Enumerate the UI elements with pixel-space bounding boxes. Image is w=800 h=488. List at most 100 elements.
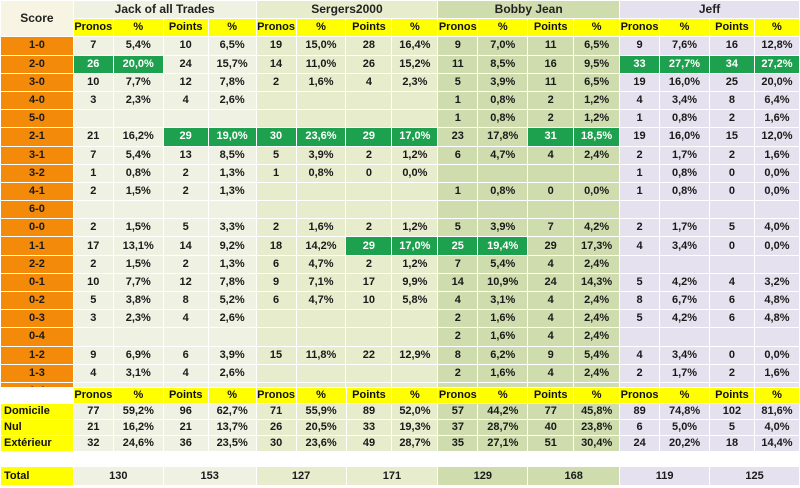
cell-bobby: 6,5% bbox=[573, 36, 621, 56]
summary-cell-sergers: 28,7% bbox=[391, 435, 439, 452]
cell-bobby: 9 bbox=[437, 36, 479, 56]
summary-cell-bobby: 51 bbox=[527, 435, 575, 452]
total-value-bobby: 129 bbox=[437, 466, 529, 486]
cell-sergers bbox=[255, 200, 297, 220]
cell-bobby: 2,4% bbox=[573, 290, 621, 311]
summary-cell-sergers: 89 bbox=[345, 403, 393, 420]
total-value-sergers: 127 bbox=[255, 466, 347, 486]
cell-jack: 2,6% bbox=[207, 90, 257, 111]
summary-subheader-jeff: Pronos bbox=[619, 387, 661, 404]
cell-jack: 10 bbox=[162, 36, 209, 56]
cell-bobby: 2 bbox=[437, 309, 479, 329]
cell-bobby: 8 bbox=[437, 345, 479, 365]
cell-sergers bbox=[255, 309, 297, 329]
subheader-jack-2: Points bbox=[162, 18, 209, 38]
cell-jack: 4 bbox=[162, 90, 209, 111]
score-label: 1-2 bbox=[0, 345, 74, 365]
cell-bobby: 2 bbox=[437, 327, 479, 347]
cell-jeff: 6 bbox=[708, 309, 755, 329]
cell-jack: 29 bbox=[162, 127, 209, 147]
cell-jeff: 5 bbox=[708, 218, 755, 238]
cell-jack: 24 bbox=[162, 54, 209, 74]
cell-jack: 14 bbox=[162, 236, 209, 256]
total-value-jack: 153 bbox=[162, 466, 257, 486]
cell-sergers: 2 bbox=[345, 218, 393, 238]
cell-bobby: 8,5% bbox=[477, 54, 529, 74]
score-label: 5-0 bbox=[0, 109, 74, 129]
subheader-jeff-3: % bbox=[753, 18, 800, 38]
cell-sergers: 5,8% bbox=[391, 290, 439, 311]
cell-bobby: 9,5% bbox=[573, 54, 621, 74]
cell-sergers: 6 bbox=[255, 254, 297, 274]
score-row: 4-0 3 2,3% 4 2,6% 1 0,8% 2 1,2% 4 3,4% 8 6,4% bbox=[0, 90, 800, 111]
cell-jack: 13 bbox=[162, 145, 209, 165]
summary-label: Extérieur bbox=[0, 435, 74, 452]
cell-sergers: 2 bbox=[345, 254, 393, 274]
cell-bobby: 1 bbox=[437, 90, 479, 111]
summary-cell-sergers: 52,0% bbox=[391, 403, 439, 420]
cell-jeff: 6 bbox=[708, 290, 755, 311]
cell-jeff: 3,2% bbox=[753, 272, 800, 293]
cell-bobby: 0 bbox=[527, 181, 575, 202]
cell-jeff: 0 bbox=[708, 236, 755, 256]
cell-sergers: 0,8% bbox=[295, 163, 347, 183]
cell-jack bbox=[162, 109, 209, 129]
cell-bobby: 5,4% bbox=[477, 254, 529, 274]
cell-jack: 10 bbox=[72, 272, 114, 293]
cell-jeff: 8 bbox=[708, 90, 755, 111]
score-label: 2-0 bbox=[0, 54, 74, 74]
score-label: 3-0 bbox=[0, 72, 74, 92]
cell-bobby: 1,2% bbox=[573, 109, 621, 129]
cell-sergers: 29 bbox=[345, 236, 393, 256]
cell-jack: 26 bbox=[72, 54, 114, 74]
cell-jack: 2 bbox=[162, 254, 209, 274]
summary-cell-sergers: 19,3% bbox=[391, 419, 439, 436]
cell-bobby bbox=[437, 163, 479, 183]
cell-sergers bbox=[255, 181, 297, 202]
summary-cell-bobby: 27,1% bbox=[477, 435, 529, 452]
cell-jeff bbox=[753, 254, 800, 274]
cell-sergers: 22 bbox=[345, 345, 393, 365]
cell-jack: 5 bbox=[72, 290, 114, 311]
cell-jack bbox=[112, 327, 164, 347]
summary-label: Domicile bbox=[0, 403, 74, 420]
cell-sergers bbox=[345, 90, 393, 111]
summary-subheader-bobby: Points bbox=[527, 387, 575, 404]
summary-cell-bobby: 44,2% bbox=[477, 403, 529, 420]
cell-jeff: 0 bbox=[708, 181, 755, 202]
cell-jack bbox=[72, 200, 114, 220]
cell-jeff: 4 bbox=[619, 90, 661, 111]
cell-sergers bbox=[345, 109, 393, 129]
cell-sergers bbox=[391, 181, 439, 202]
score-row: 3-1 7 5,4% 13 8,5% 5 3,9% 2 1,2% 6 4,7% 4 2,4% 2 1,7% 2… bbox=[0, 145, 800, 165]
summary-cell-jack: 21 bbox=[162, 419, 209, 436]
cell-jeff: 15 bbox=[708, 127, 755, 147]
cell-jack: 2,3% bbox=[112, 90, 164, 111]
score-row: 1-3 4 3,1% 4 2,6% 2 1,6% 4 2,4% 2 1,7% 2 1,6% bbox=[0, 363, 800, 383]
cell-bobby bbox=[477, 163, 529, 183]
cell-sergers: 19 bbox=[255, 36, 297, 56]
cell-jeff: 4,2% bbox=[659, 309, 710, 329]
cell-bobby: 1,6% bbox=[477, 327, 529, 347]
cell-bobby: 2,4% bbox=[573, 363, 621, 383]
cell-jack: 16,2% bbox=[112, 127, 164, 147]
cell-sergers: 12,9% bbox=[391, 345, 439, 365]
summary-cell-sergers: 30 bbox=[255, 435, 297, 452]
cell-jeff: 4,8% bbox=[753, 290, 800, 311]
summary-cell-bobby: 23,8% bbox=[573, 419, 621, 436]
cell-sergers bbox=[255, 363, 297, 383]
cell-sergers bbox=[345, 200, 393, 220]
cell-jack bbox=[162, 327, 209, 347]
cell-sergers: 3,9% bbox=[295, 145, 347, 165]
cell-bobby: 4 bbox=[527, 254, 575, 274]
score-row: 2-0 26 20,0% 24 15,7% 14 11,0% 26 15,2% 11 8,5% 16 9… bbox=[0, 54, 800, 74]
cell-jack: 7 bbox=[72, 36, 114, 56]
cell-bobby: 2,4% bbox=[573, 254, 621, 274]
cell-jack bbox=[72, 327, 114, 347]
summary-cell-jack: 23,5% bbox=[207, 435, 257, 452]
cell-jack: 3 bbox=[72, 309, 114, 329]
cell-bobby: 11 bbox=[527, 72, 575, 92]
cell-jeff: 16,0% bbox=[659, 127, 710, 147]
cell-bobby bbox=[573, 200, 621, 220]
